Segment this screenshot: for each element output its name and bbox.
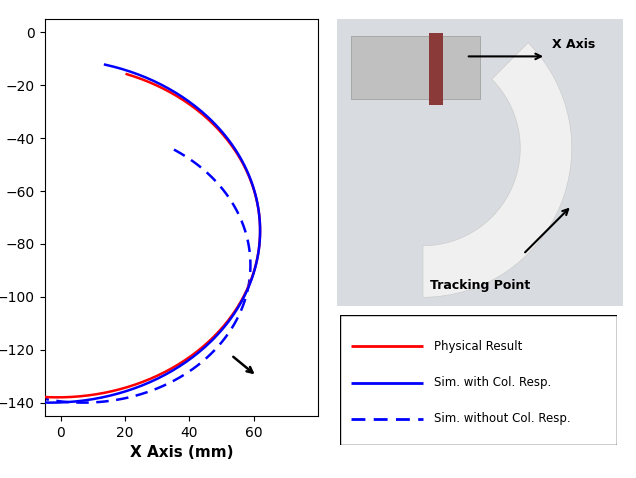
Text: X Axis: X Axis xyxy=(552,38,595,51)
Wedge shape xyxy=(423,43,572,297)
X-axis label: X Axis (mm): X Axis (mm) xyxy=(130,445,233,460)
Text: Sim. without Col. Resp.: Sim. without Col. Resp. xyxy=(434,412,571,425)
Text: Physical Result: Physical Result xyxy=(434,340,523,353)
Bar xyxy=(352,36,480,99)
Text: Sim. with Col. Resp.: Sim. with Col. Resp. xyxy=(434,376,551,389)
Text: Tracking Point: Tracking Point xyxy=(430,279,530,292)
Bar xyxy=(429,33,443,105)
